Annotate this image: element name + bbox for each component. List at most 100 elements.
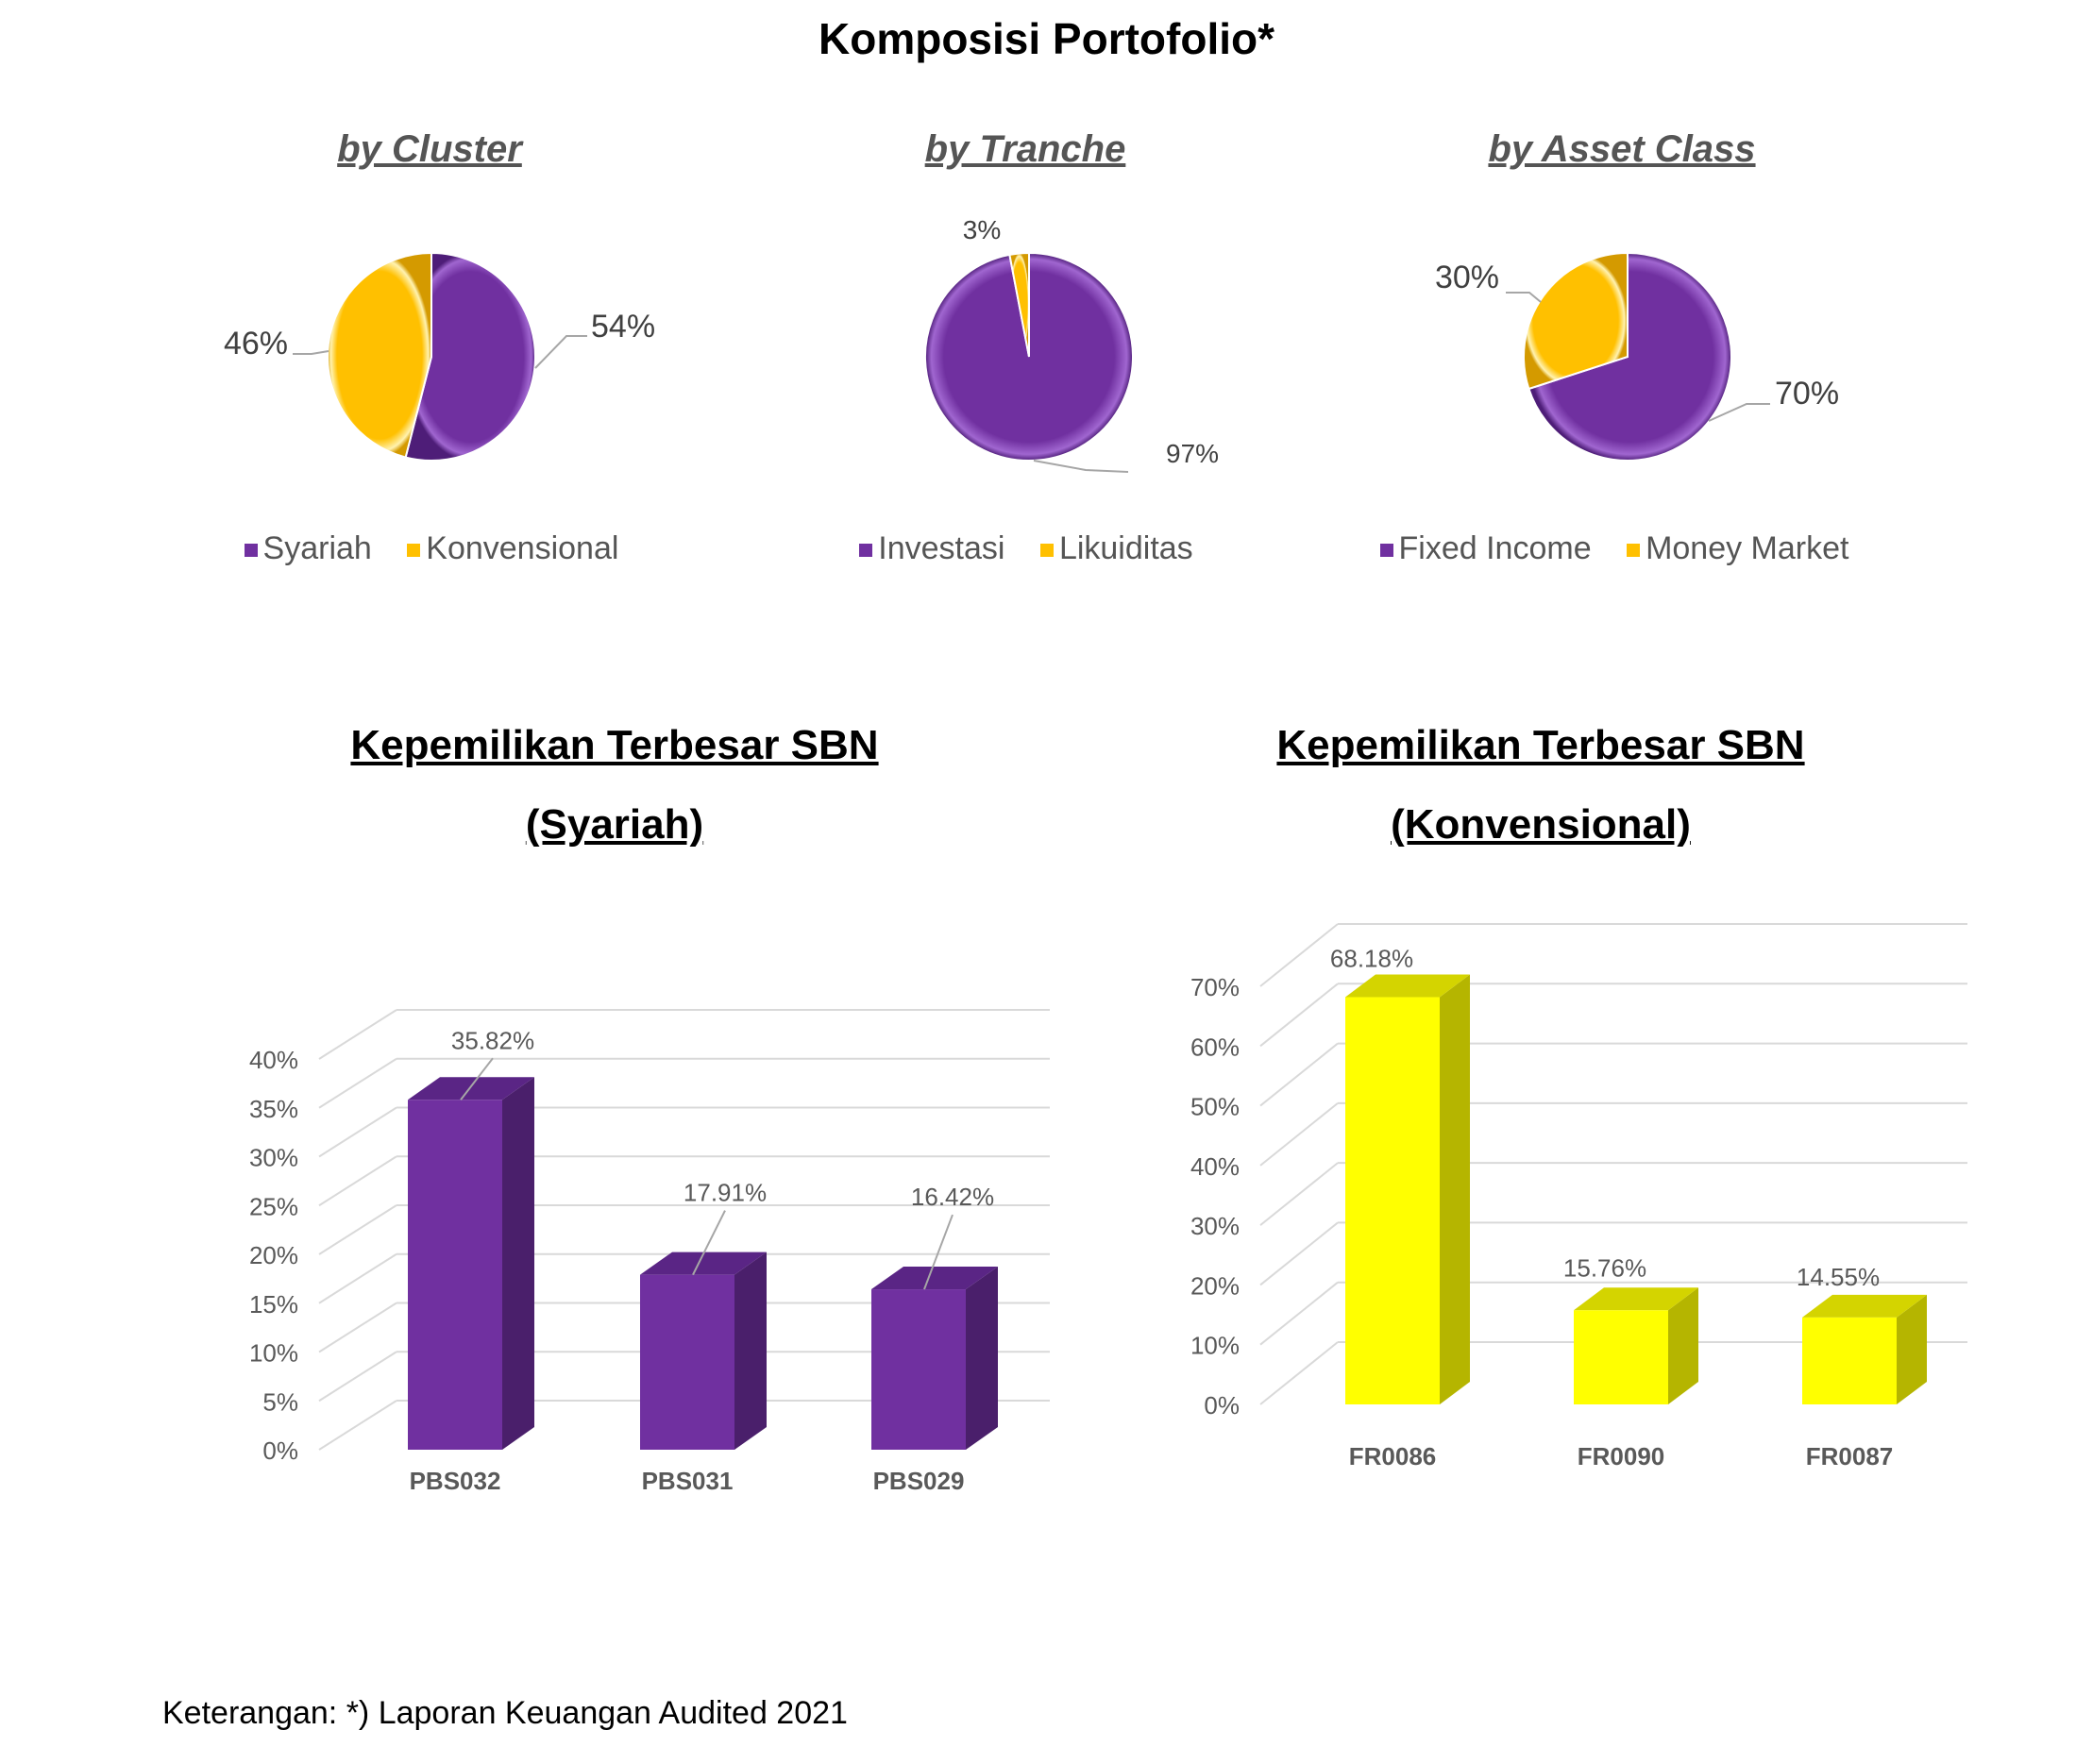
y-tick-label: 30% xyxy=(249,1144,298,1172)
gridline-diagonal xyxy=(318,1400,397,1451)
leader-line xyxy=(923,1214,954,1290)
bar-title-syariah: Kepemilikan Terbesar SBN (Syariah) xyxy=(237,706,992,865)
x-tick-label: PBS031 xyxy=(642,1467,734,1495)
pie-slice-konvensional xyxy=(327,251,432,459)
gridline-diagonal xyxy=(1259,1221,1339,1286)
bar-data-label: 14.55% xyxy=(1797,1263,1880,1291)
leader-line xyxy=(1033,460,1129,473)
bar-data-label: 68.18% xyxy=(1330,945,1413,973)
pie-title-asset-class: by Asset Class xyxy=(1488,128,1756,170)
legend-item-fixed-income: Fixed Income xyxy=(1379,530,1592,567)
gridline-diagonal xyxy=(1259,983,1339,1048)
bar-data-label: 17.91% xyxy=(684,1179,767,1207)
x-tick-label: PBS029 xyxy=(873,1467,965,1495)
legend-label: Investasi xyxy=(878,530,1005,566)
bar-chart-syariah: 0% 5% 10% 15% 20% 25% 30% 35% 40% PBS032 35.82% PBS… xyxy=(249,1009,1050,1495)
leader-line xyxy=(534,335,587,369)
footnote: Keterangan: *) Laporan Keuangan Audited … xyxy=(162,1695,848,1731)
gridline-diagonal xyxy=(1259,1162,1339,1226)
bar-pbs032 xyxy=(408,1100,502,1450)
bar-data-label: 16.42% xyxy=(911,1183,994,1211)
legend-label: Likuiditas xyxy=(1058,530,1193,566)
legend-swatch-gold xyxy=(1627,544,1641,557)
pie-data-label: 70% xyxy=(1775,376,1839,412)
bar-top xyxy=(871,1267,998,1290)
bar-title-line1: Kepemilikan Terbesar SBN xyxy=(350,722,879,768)
bar-fr0090 xyxy=(1574,1310,1668,1404)
bar-pbs031 xyxy=(640,1274,734,1450)
gridline-diagonal xyxy=(1259,1042,1339,1107)
bar-data-label: 35.82% xyxy=(451,1026,534,1054)
pie-data-label: 3% xyxy=(963,215,1001,244)
y-tick-label: 0% xyxy=(1204,1391,1240,1420)
legend-label: Konvensional xyxy=(426,530,619,566)
y-tick-label: 25% xyxy=(249,1192,298,1220)
pie-slice-fixed-income xyxy=(1528,251,1732,462)
y-tick-label: 20% xyxy=(249,1241,298,1269)
pie-title-cluster: by Cluster xyxy=(337,128,522,170)
legend-item-konvensional: Konvensional xyxy=(407,530,618,567)
pie-data-label: 30% xyxy=(1435,260,1499,295)
bar-side xyxy=(1897,1294,1927,1404)
pie-data-label: 97% xyxy=(1166,439,1219,468)
y-tick-label: 20% xyxy=(1190,1271,1240,1300)
gridline-diagonal xyxy=(1259,1341,1339,1405)
bar-top xyxy=(1802,1294,1927,1318)
bar-data-label: 15.76% xyxy=(1563,1253,1646,1282)
pie-title-tranche: by Tranche xyxy=(924,128,1126,170)
legend-swatch-gold xyxy=(1039,544,1054,557)
y-tick-label: 10% xyxy=(1190,1332,1240,1360)
legend-swatch-gold xyxy=(407,544,421,557)
legend-item-money-market: Money Market xyxy=(1627,530,1848,567)
pie-slice-syariah xyxy=(404,251,536,462)
y-tick-label: 15% xyxy=(249,1290,298,1319)
pie-data-label: 54% xyxy=(591,309,655,344)
y-tick-label: 40% xyxy=(1190,1152,1240,1181)
bar-fr0086 xyxy=(1345,997,1440,1404)
pie-slice-likuiditas xyxy=(1008,251,1030,358)
leader-line xyxy=(692,1210,726,1276)
legend-tranche: Investasi Likuiditas xyxy=(762,530,1291,567)
bar-side xyxy=(1668,1287,1698,1404)
leader-line xyxy=(460,1057,494,1100)
gridline-diagonal xyxy=(1259,923,1339,987)
pie-1: 97% 3% xyxy=(924,215,1219,473)
gridline-diagonal xyxy=(1259,1102,1339,1167)
y-tick-label: 5% xyxy=(262,1387,298,1416)
x-tick-label: FR0087 xyxy=(1806,1442,1894,1470)
legend-label: Syariah xyxy=(262,530,372,566)
bar-title-line2: (Konvensional) xyxy=(1391,801,1691,848)
page-title: Komposisi Portofolio* xyxy=(819,14,1274,63)
bar-side xyxy=(734,1252,767,1450)
gridline-diagonal xyxy=(318,1252,397,1304)
y-tick-label: 70% xyxy=(1190,973,1240,1001)
pie-slice-money-market xyxy=(1522,251,1629,391)
gridline-diagonal xyxy=(318,1302,397,1353)
legend-asset-class: Fixed Income Money Market xyxy=(1350,530,1879,567)
y-tick-label: 30% xyxy=(1190,1212,1240,1240)
bar-title-line2: (Syariah) xyxy=(525,801,704,848)
gridline-diagonal xyxy=(318,1204,397,1255)
legend-item-investasi: Investasi xyxy=(859,530,1004,567)
bar-chart-konvensional: 0% 10% 20% 30% 40% 50% 60% 70% FR0086 68.18% FR009… xyxy=(1190,923,1967,1470)
legend-item-likuiditas: Likuiditas xyxy=(1039,530,1193,567)
gridline-diagonal xyxy=(318,1351,397,1403)
gridline-diagonal xyxy=(318,1057,397,1109)
legend-swatch-purple xyxy=(1379,544,1393,557)
y-tick-label: 35% xyxy=(249,1095,298,1123)
bar-top xyxy=(1574,1287,1698,1311)
pie-0: 54% 46% xyxy=(224,251,655,462)
pie-2: 70% 30% xyxy=(1435,251,1839,462)
gridline-diagonal xyxy=(318,1009,397,1060)
gridline-diagonal xyxy=(318,1106,397,1158)
bar-title-line1: Kepemilikan Terbesar SBN xyxy=(1276,722,1805,768)
y-tick-label: 40% xyxy=(249,1046,298,1074)
bar-top xyxy=(640,1252,767,1275)
legend-swatch-purple xyxy=(859,544,873,557)
x-tick-label: FR0090 xyxy=(1578,1442,1665,1470)
y-tick-label: 60% xyxy=(1190,1033,1240,1061)
leader-line xyxy=(1506,292,1542,303)
bar-pbs029 xyxy=(871,1289,966,1450)
bar-side xyxy=(966,1267,998,1450)
